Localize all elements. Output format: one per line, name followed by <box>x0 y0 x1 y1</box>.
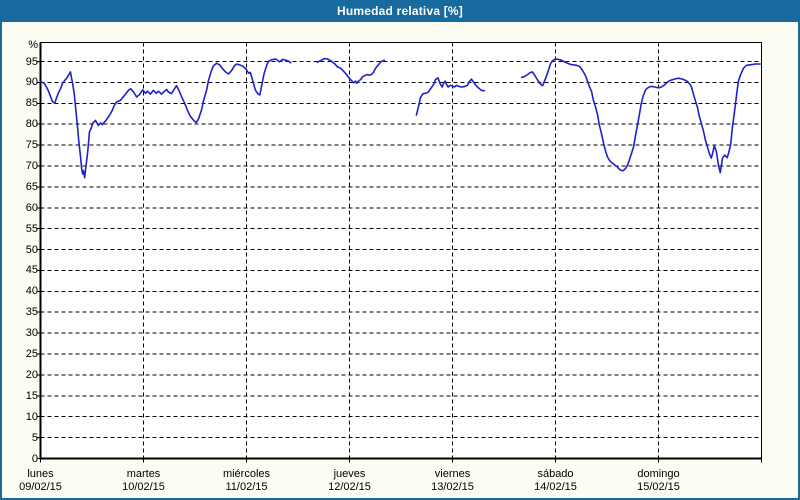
window-title: Humedad relativa [%] <box>336 4 464 18</box>
title-bar[interactable]: Humedad relativa [%] <box>0 0 800 22</box>
humidity-series-line <box>520 58 762 174</box>
plot-area <box>40 42 762 459</box>
humidity-series-line <box>39 58 292 179</box>
humidity-series-line <box>316 57 386 84</box>
humidity-series-line <box>415 77 486 116</box>
